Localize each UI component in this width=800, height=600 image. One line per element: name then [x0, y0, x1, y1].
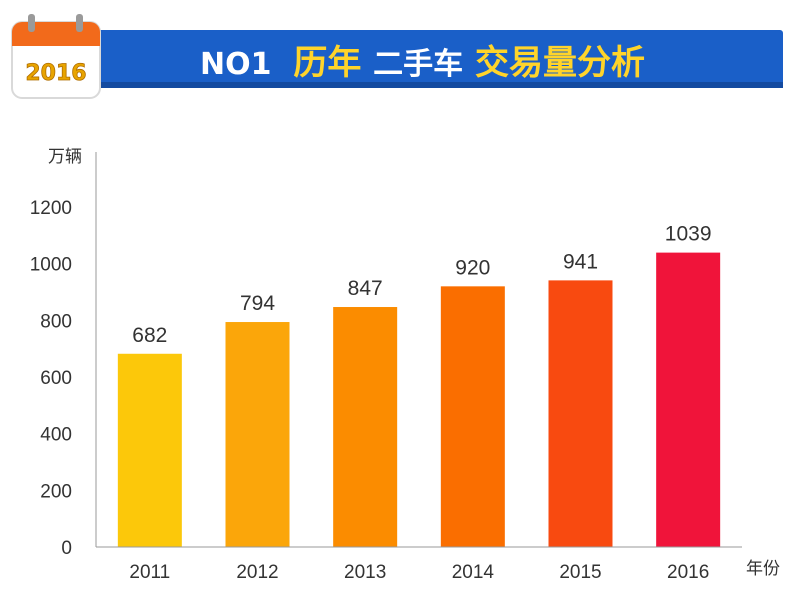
calendar-icon: 2016 [11, 14, 101, 99]
year-badge-text: 2016 [25, 61, 86, 86]
value-label: 941 [563, 250, 598, 273]
bar [440, 286, 505, 547]
x-axis-unit-label: 年份 [746, 559, 780, 579]
title-part3: 交易量分析 [475, 43, 645, 83]
value-label: 847 [348, 277, 383, 300]
y-axis: 0 200 400 600 800 1000 1200 [30, 198, 72, 559]
x-tick-label: 2016 [667, 562, 709, 583]
y-tick-label: 1200 [30, 198, 72, 219]
title-part2: 二手车 [373, 47, 463, 82]
bars [117, 252, 721, 547]
value-label: 920 [455, 256, 490, 279]
title-banner: 2016 NO1 历年 二手车 交易量分析 [11, 14, 783, 99]
banner-bar [95, 30, 783, 88]
y-tick-label: 200 [40, 481, 72, 502]
bar [225, 322, 290, 547]
x-tick-label: 2015 [559, 562, 601, 583]
value-label: 794 [240, 292, 275, 315]
banner-title: NO1 历年 二手车 交易量分析 [200, 43, 645, 83]
title-prefix: NO1 [200, 47, 271, 82]
x-tick-label: 2012 [236, 562, 278, 583]
y-tick-label: 400 [40, 425, 72, 446]
value-label: 1039 [665, 223, 712, 246]
y-tick-label: 1000 [30, 255, 72, 276]
title-part1: 历年 [293, 43, 361, 83]
x-tick-label: 2014 [452, 562, 495, 583]
y-tick-label: 800 [40, 311, 72, 332]
bar [333, 307, 398, 547]
y-axis-unit-label: 万辆 [48, 147, 82, 167]
x-tick-label: 2013 [344, 562, 386, 583]
value-labels: 682 794 847 920 941 1039 [132, 223, 711, 347]
y-tick-label: 600 [40, 368, 72, 389]
bar [656, 252, 721, 547]
x-tick-label: 2011 [129, 562, 170, 583]
y-tick-label: 0 [61, 538, 72, 559]
bar [548, 280, 613, 547]
bar [117, 353, 182, 547]
value-label: 682 [132, 324, 167, 347]
x-axis: 2011 2012 2013 2014 2015 2016 [129, 562, 709, 583]
